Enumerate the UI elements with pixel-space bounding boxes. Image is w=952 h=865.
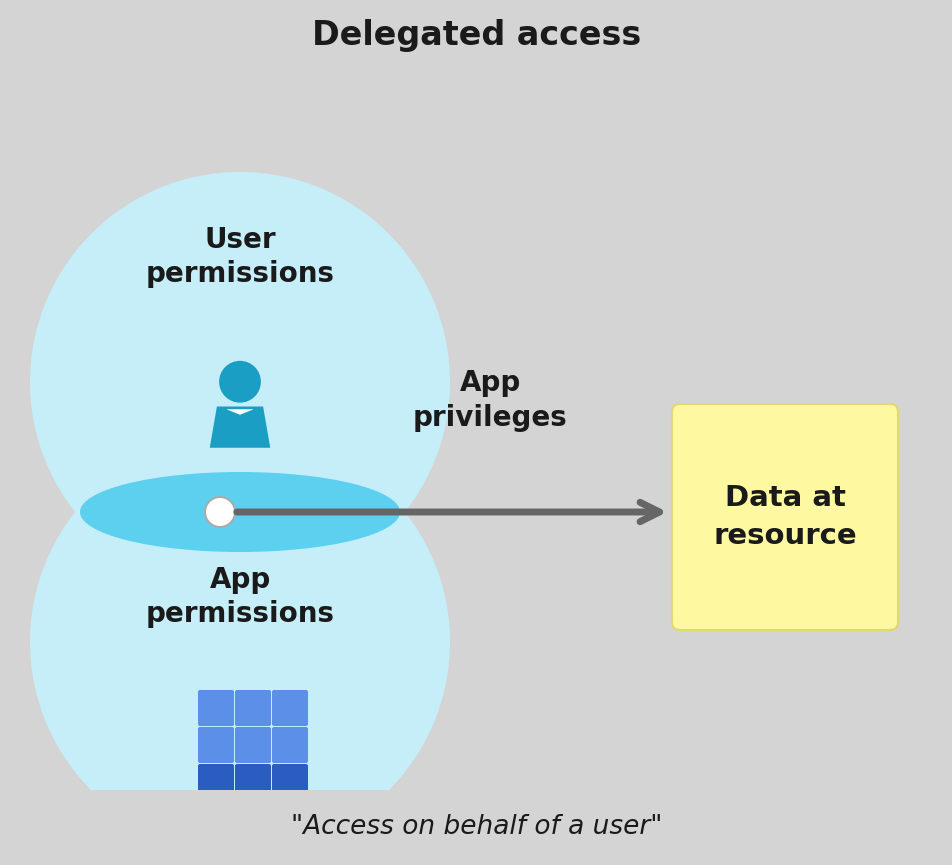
Text: App
permissions: App permissions	[146, 566, 334, 628]
FancyBboxPatch shape	[671, 404, 897, 630]
Text: "Access on behalf of a user": "Access on behalf of a user"	[290, 815, 662, 841]
FancyBboxPatch shape	[271, 690, 307, 726]
Text: Data at
resource: Data at resource	[712, 484, 856, 550]
Polygon shape	[209, 407, 270, 448]
FancyBboxPatch shape	[235, 764, 270, 800]
Ellipse shape	[80, 472, 400, 552]
FancyBboxPatch shape	[271, 764, 307, 800]
Text: Delegated access: Delegated access	[311, 20, 641, 53]
FancyBboxPatch shape	[235, 727, 270, 763]
Ellipse shape	[30, 432, 449, 852]
Text: User
permissions: User permissions	[146, 226, 334, 288]
FancyBboxPatch shape	[271, 727, 307, 763]
Circle shape	[206, 498, 234, 526]
FancyBboxPatch shape	[235, 690, 270, 726]
Text: App
privileges: App privileges	[412, 369, 566, 432]
FancyBboxPatch shape	[198, 764, 234, 800]
FancyBboxPatch shape	[198, 690, 234, 726]
Ellipse shape	[30, 172, 449, 592]
Polygon shape	[226, 409, 253, 414]
Circle shape	[219, 361, 261, 402]
Circle shape	[204, 496, 236, 528]
FancyBboxPatch shape	[198, 727, 234, 763]
